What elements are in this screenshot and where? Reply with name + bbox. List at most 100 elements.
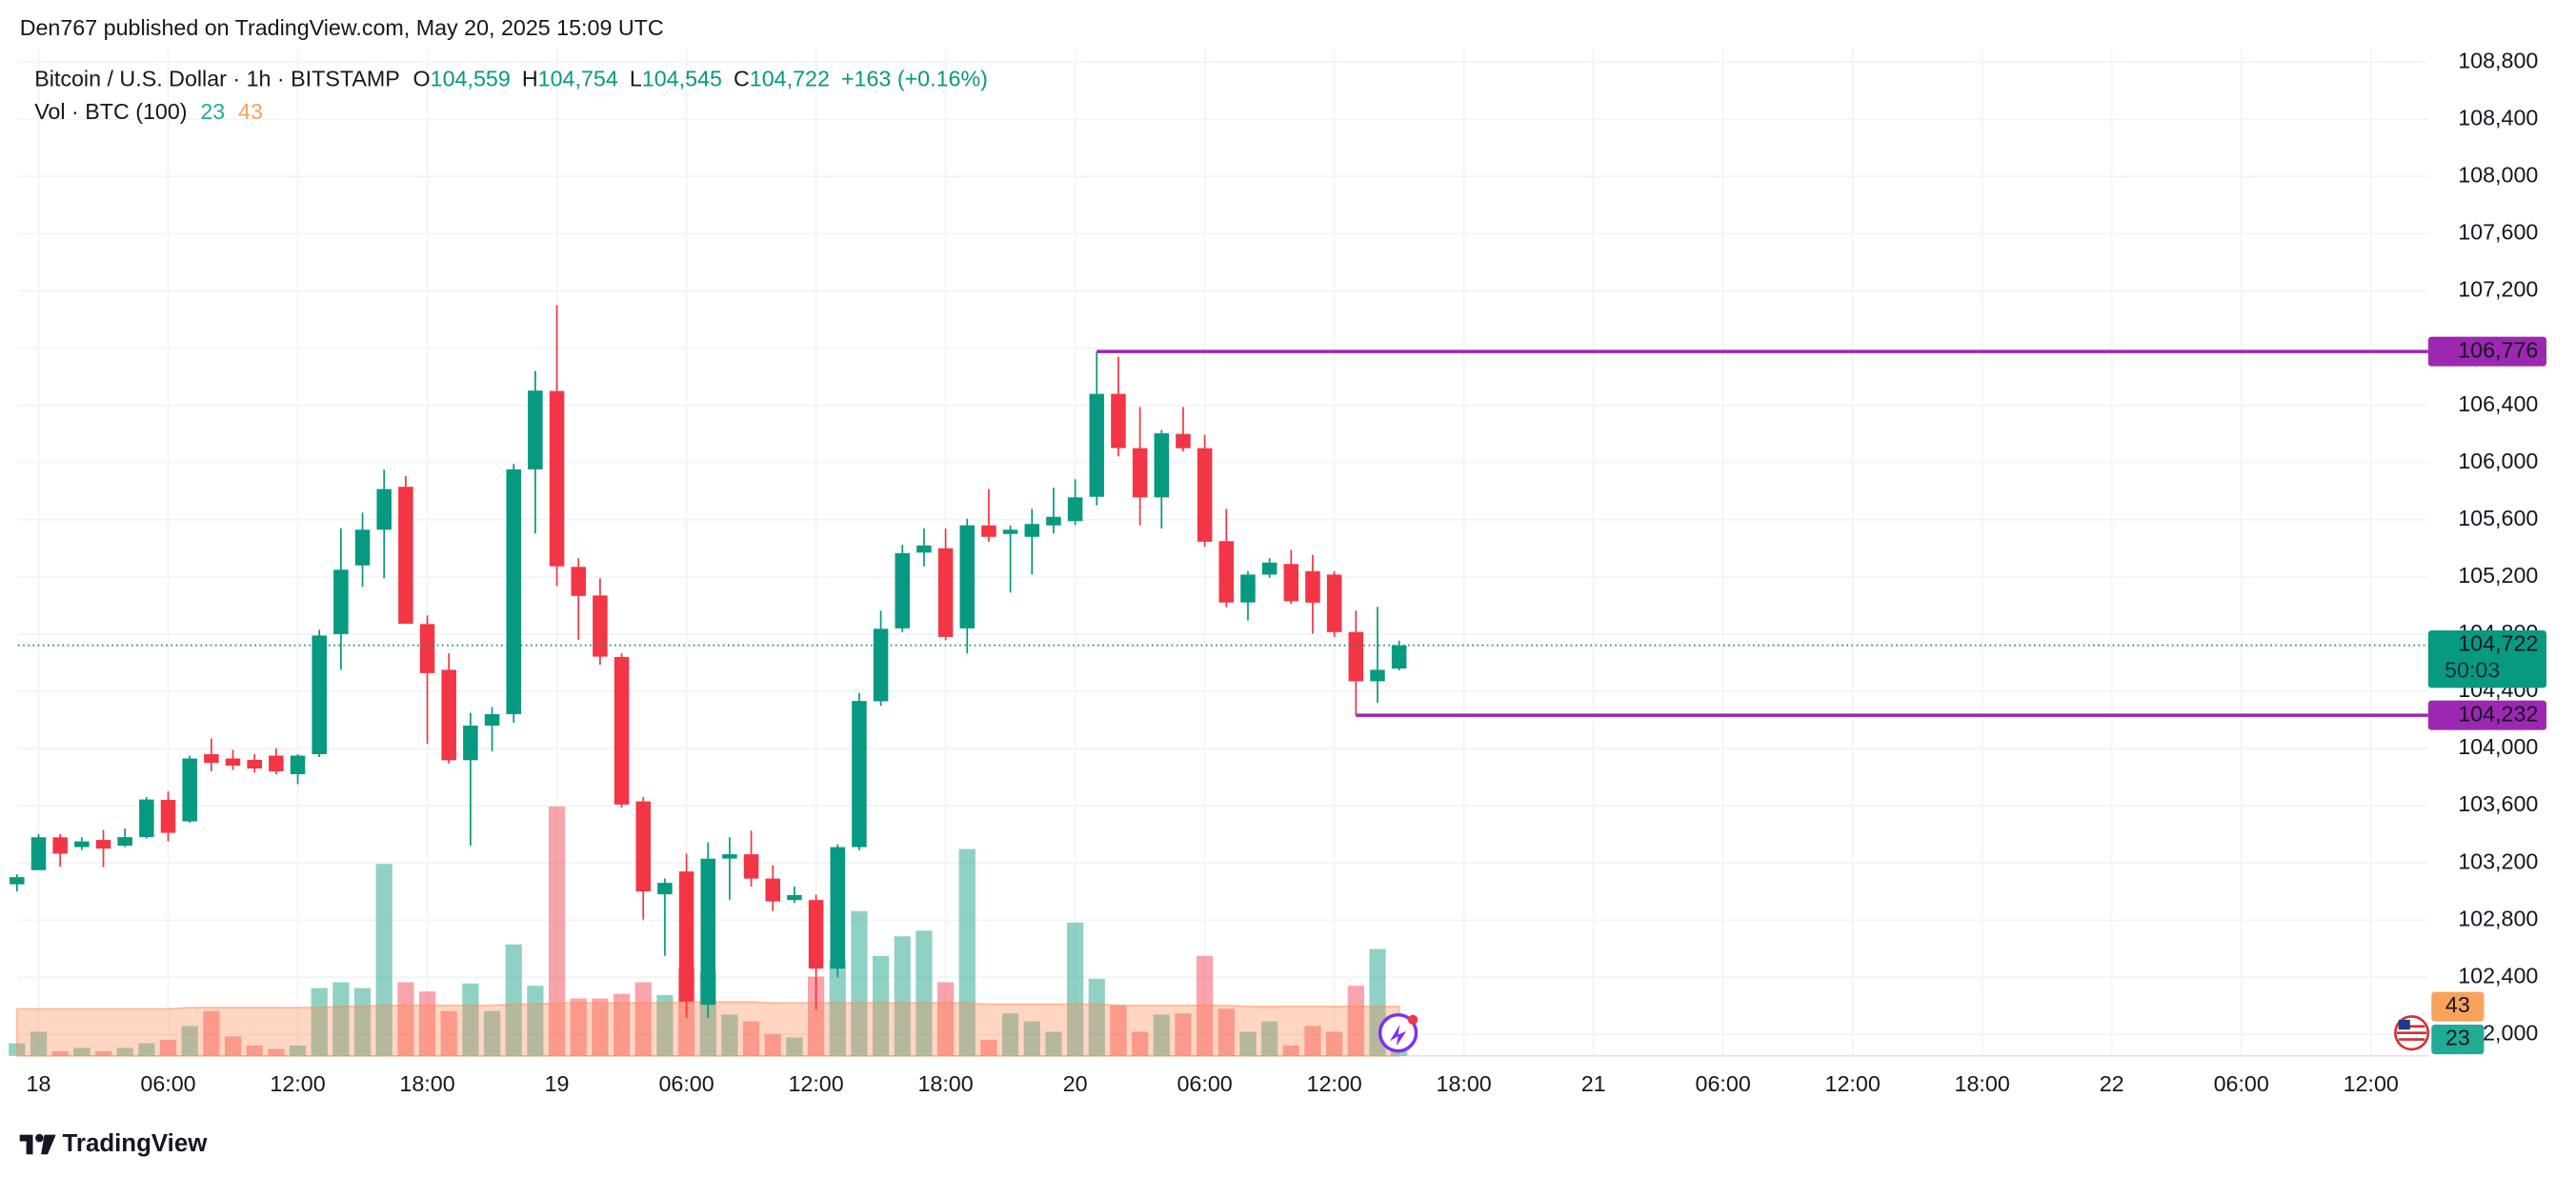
legend-value: 104,722 bbox=[750, 67, 830, 91]
candle-body bbox=[571, 567, 586, 596]
volume-legend: Vol · BTC (100) 23 43 bbox=[34, 99, 263, 124]
candle-body bbox=[30, 837, 47, 870]
candle-body bbox=[959, 525, 976, 628]
legend-letter: O bbox=[413, 67, 431, 91]
candle-body bbox=[1132, 448, 1148, 498]
volume-bar bbox=[1045, 1031, 1062, 1056]
candle-body bbox=[419, 624, 435, 673]
brand-name: TradingView bbox=[63, 1130, 209, 1157]
logo-dot bbox=[35, 1133, 44, 1143]
grid bbox=[17, 49, 2428, 1057]
candle-body bbox=[1111, 393, 1126, 449]
candle-body bbox=[593, 595, 608, 657]
candle-body bbox=[787, 894, 802, 901]
candle-body bbox=[95, 840, 111, 849]
y-tick-label: 102,400 bbox=[2458, 963, 2538, 987]
volume-bar bbox=[483, 1010, 501, 1056]
y-tick-label: 107,200 bbox=[2458, 277, 2538, 302]
candle-body bbox=[10, 877, 25, 885]
volume-bar bbox=[353, 987, 372, 1056]
legend-value: 104,545 bbox=[642, 67, 722, 91]
volume-bar bbox=[1131, 1031, 1149, 1056]
publish-note: Den767 published on TradingView.com, May… bbox=[20, 15, 664, 40]
volume-bar bbox=[1282, 1045, 1299, 1056]
x-tick-label: 18:00 bbox=[917, 1071, 973, 1096]
x-tick-label: 21 bbox=[1581, 1071, 1606, 1096]
volume-bar bbox=[311, 987, 328, 1056]
volume-bar bbox=[656, 994, 674, 1056]
volume-bar bbox=[418, 991, 436, 1056]
symbol-title: Bitcoin / U.S. Dollar · 1h · BITSTAMP bbox=[34, 67, 400, 91]
y-tick-label: 108,000 bbox=[2458, 163, 2538, 188]
candle-body bbox=[441, 669, 456, 761]
x-tick-label: 12:00 bbox=[788, 1071, 843, 1096]
candle-body bbox=[139, 799, 154, 838]
volume-bar bbox=[980, 1039, 997, 1056]
candle-body bbox=[852, 701, 867, 848]
y-tick-label: 103,200 bbox=[2458, 848, 2538, 873]
symbol-legend: Bitcoin / U.S. Dollar · 1h · BITSTAMP O10… bbox=[34, 67, 988, 91]
candle-body bbox=[1326, 574, 1342, 632]
candle-body bbox=[160, 800, 176, 833]
volume-bar bbox=[829, 960, 846, 1056]
candle-body bbox=[1046, 516, 1061, 526]
brand-logo bbox=[19, 1133, 56, 1155]
volume-bar bbox=[440, 1010, 457, 1056]
candle-body bbox=[873, 628, 889, 702]
legend-value: 104,754 bbox=[538, 67, 618, 91]
candle-body bbox=[354, 529, 371, 566]
volume-bar bbox=[894, 936, 911, 1056]
overlay bbox=[17, 349, 2428, 717]
flag-icon bbox=[2394, 1015, 2430, 1051]
volume-bar bbox=[1066, 922, 1084, 1056]
candle-body bbox=[463, 725, 478, 761]
flag-canton bbox=[2398, 1019, 2410, 1030]
legend-value: 104,559 bbox=[431, 67, 511, 91]
candle-body bbox=[484, 713, 500, 726]
volume-value: 23 bbox=[200, 99, 225, 124]
candle-body bbox=[1261, 562, 1278, 575]
x-tick-label: 06:00 bbox=[1696, 1071, 1751, 1096]
x-tick-label: 06:00 bbox=[140, 1071, 195, 1096]
candle-body bbox=[1348, 631, 1364, 682]
candle-body bbox=[981, 525, 996, 537]
volume-bar bbox=[1260, 1021, 1278, 1056]
legend-letter: C bbox=[734, 67, 750, 91]
x-tick-label: 12:00 bbox=[2344, 1071, 2399, 1096]
candle-body bbox=[549, 390, 565, 567]
y-tick-label: 103,600 bbox=[2458, 791, 2538, 816]
x-tick-label: 18:00 bbox=[1437, 1071, 1492, 1096]
candle-body bbox=[937, 548, 954, 637]
volume-bar bbox=[138, 1043, 155, 1056]
volume-tag bbox=[2431, 1025, 2485, 1055]
logo-mark bbox=[19, 1134, 33, 1155]
candle-body bbox=[916, 545, 932, 553]
volume-bar bbox=[505, 944, 522, 1056]
candle-body bbox=[333, 569, 349, 634]
level-tag bbox=[2427, 336, 2546, 367]
volume-bar bbox=[807, 976, 825, 1056]
candle-body bbox=[1002, 529, 1018, 534]
volume-title: Vol · BTC (100) bbox=[34, 99, 187, 124]
y-tick-label: 108,400 bbox=[2458, 105, 2538, 130]
volume-bar bbox=[397, 982, 414, 1056]
volume-ma-area bbox=[15, 1001, 1400, 1057]
candle-body bbox=[1197, 448, 1213, 542]
volume-tag-label: 23 bbox=[2445, 1026, 2470, 1050]
volume-bar bbox=[916, 930, 933, 1056]
icon-dot bbox=[1407, 1014, 1419, 1026]
level-tag bbox=[2427, 700, 2546, 730]
x-tick-label: 06:00 bbox=[1177, 1071, 1232, 1096]
candle-body bbox=[830, 847, 846, 969]
candle-body bbox=[1305, 570, 1320, 603]
volume-bar bbox=[1218, 1008, 1235, 1056]
volume-bar bbox=[1304, 1026, 1321, 1056]
price-label: 104,722 bbox=[2458, 631, 2538, 656]
volume-bar bbox=[289, 1045, 307, 1056]
candle-body bbox=[182, 758, 197, 822]
candle-body bbox=[1240, 574, 1256, 603]
volume-bar bbox=[1023, 1021, 1040, 1056]
candle-body bbox=[247, 760, 262, 769]
